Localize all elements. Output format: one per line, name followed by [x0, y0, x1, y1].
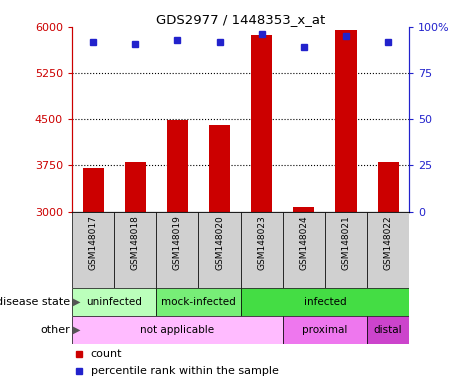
Bar — [378, 162, 399, 212]
Bar — [167, 121, 188, 212]
Bar — [209, 126, 230, 212]
Bar — [156, 212, 199, 288]
Bar — [335, 30, 357, 212]
Bar — [72, 212, 114, 288]
Bar — [83, 169, 104, 212]
Text: GSM148019: GSM148019 — [173, 215, 182, 270]
Text: GSM148018: GSM148018 — [131, 215, 140, 270]
Text: percentile rank within the sample: percentile rank within the sample — [91, 366, 279, 376]
Bar — [325, 212, 367, 288]
Bar — [72, 316, 283, 344]
Text: distal: distal — [374, 325, 402, 335]
Bar — [241, 212, 283, 288]
Text: GSM148017: GSM148017 — [89, 215, 98, 270]
Text: proximal: proximal — [302, 325, 348, 335]
Bar — [367, 212, 409, 288]
Bar — [125, 162, 146, 212]
Bar — [251, 35, 272, 212]
Bar — [72, 288, 156, 316]
Text: not applicable: not applicable — [140, 325, 214, 335]
Title: GDS2977 / 1448353_x_at: GDS2977 / 1448353_x_at — [156, 13, 325, 26]
Text: infected: infected — [304, 297, 346, 307]
Text: GSM148022: GSM148022 — [384, 215, 392, 270]
Text: ▶: ▶ — [73, 325, 80, 335]
Text: disease state: disease state — [0, 297, 70, 307]
Text: GSM148021: GSM148021 — [341, 215, 351, 270]
Text: GSM148020: GSM148020 — [215, 215, 224, 270]
Text: other: other — [40, 325, 70, 335]
Bar — [367, 316, 409, 344]
Bar — [114, 212, 156, 288]
Bar — [293, 207, 314, 212]
Bar — [283, 212, 325, 288]
Text: uninfected: uninfected — [86, 297, 142, 307]
Bar — [283, 316, 367, 344]
Bar — [199, 212, 241, 288]
Text: mock-infected: mock-infected — [161, 297, 236, 307]
Bar — [241, 288, 409, 316]
Bar — [156, 288, 241, 316]
Text: ▶: ▶ — [73, 297, 80, 307]
Text: GSM148023: GSM148023 — [257, 215, 266, 270]
Text: count: count — [91, 349, 122, 359]
Text: GSM148024: GSM148024 — [299, 215, 308, 270]
